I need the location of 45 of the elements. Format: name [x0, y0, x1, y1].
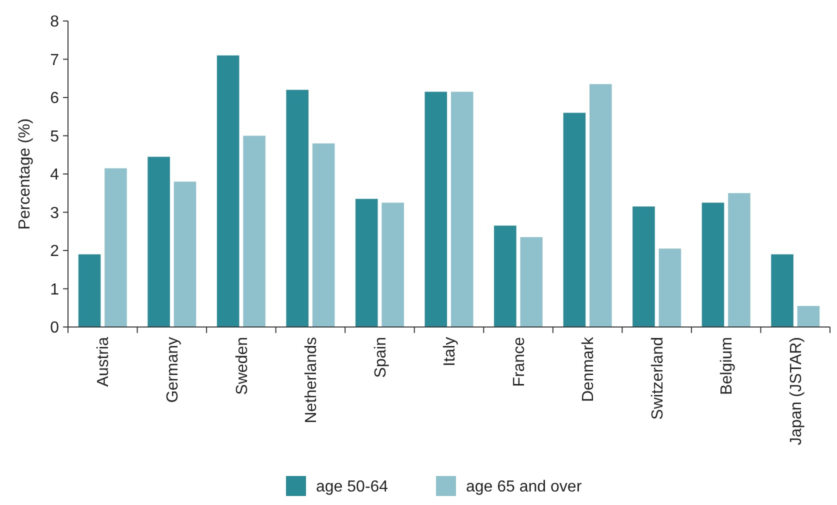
x-tick-label: Austria [95, 336, 112, 387]
bar [658, 248, 682, 327]
legend-label: age 65 and over [466, 478, 582, 496]
bar [424, 92, 448, 327]
bar [563, 112, 586, 327]
bar [104, 168, 127, 327]
x-tick-label: Denmark [580, 336, 598, 402]
x-tick-label: Italy [442, 337, 459, 366]
bar [243, 136, 266, 327]
y-tick-label: 6 [50, 90, 60, 108]
y-tick-label: 4 [50, 166, 60, 184]
x-tick-label: Switzerland [649, 337, 666, 420]
y-tick-label: 5 [50, 128, 60, 146]
bar [520, 237, 543, 327]
bar [312, 143, 335, 327]
bar [590, 84, 612, 327]
y-tick-label: 7 [50, 52, 60, 69]
bar [632, 206, 655, 327]
bar [797, 306, 820, 327]
x-tick-label: Belgium [718, 337, 736, 395]
bar [382, 202, 404, 327]
bar [771, 254, 794, 327]
x-tick-label: Sweden [234, 337, 251, 395]
y-tick-label: 8 [50, 14, 60, 31]
y-tick-label: 3 [50, 204, 60, 222]
y-tick-label: 0 [50, 320, 60, 337]
x-tick-label: Netherlands [303, 337, 320, 424]
bar [216, 55, 240, 327]
x-tick-label: Spain [372, 337, 390, 378]
legend-label: age 50-64 [316, 478, 388, 496]
bar [728, 193, 750, 327]
bar [148, 156, 170, 327]
x-tick-label: Germany [164, 337, 182, 403]
bar [702, 202, 724, 327]
x-tick-label: Japan (JSTAR) [788, 337, 805, 446]
bar [494, 226, 516, 327]
y-tick-label: 2 [50, 243, 60, 260]
y-axis-title: Percentage (%) [16, 118, 34, 230]
x-tick-label: France [510, 336, 528, 387]
bar [355, 198, 378, 327]
bar [78, 254, 101, 327]
bar [286, 90, 308, 327]
y-tick-label: 1 [50, 281, 60, 298]
bar [174, 182, 196, 327]
bar [450, 92, 474, 327]
